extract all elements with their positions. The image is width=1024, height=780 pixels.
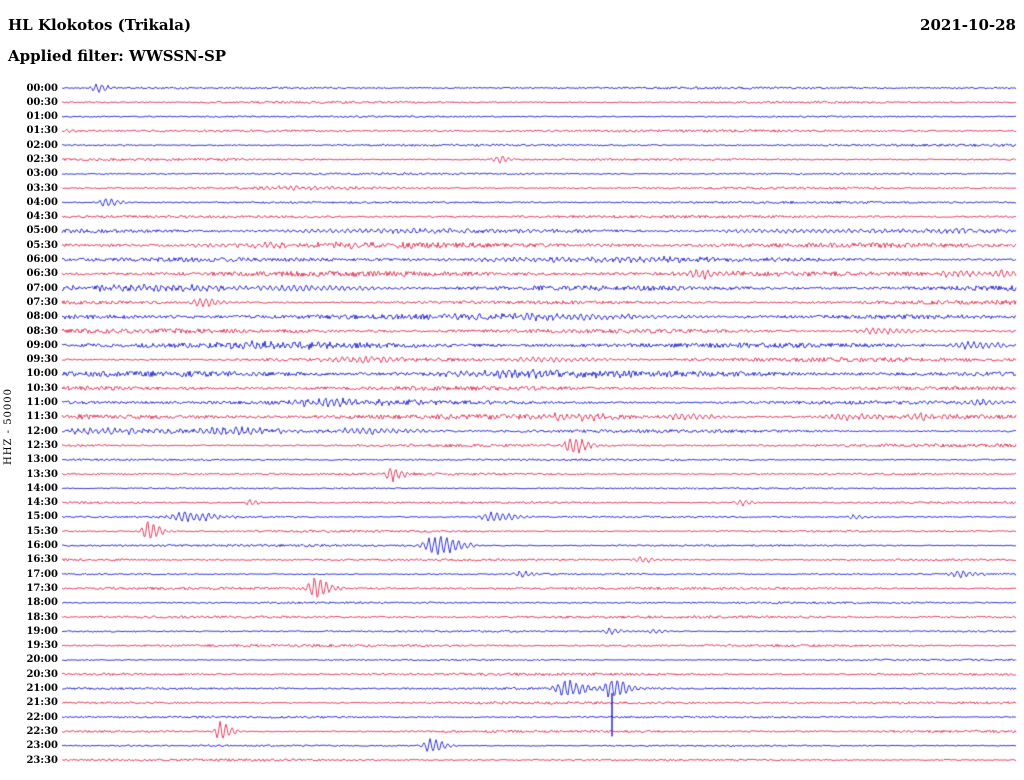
time-label: 20:00 <box>26 654 58 666</box>
time-label: 13:30 <box>26 468 58 480</box>
time-label: 23:30 <box>26 754 58 766</box>
time-label: 06:00 <box>26 254 58 266</box>
time-label: 22:30 <box>26 725 58 737</box>
time-label: 16:30 <box>26 554 58 566</box>
time-label: 07:00 <box>26 282 58 294</box>
time-label: 19:00 <box>26 625 58 637</box>
time-label: 15:30 <box>26 525 58 537</box>
time-axis: 00:00 00:30 01:00 01:30 02:00 02:30 03:00 03:30… <box>0 0 58 780</box>
time-label: 11:00 <box>26 397 58 409</box>
time-label: 01:30 <box>26 125 58 137</box>
filter-label: Applied filter: WWSSN-SP <box>8 47 227 65</box>
time-label: 03:30 <box>26 182 58 194</box>
time-label: 17:30 <box>26 582 58 594</box>
station-title: HL Klokotos (Trikala) <box>8 16 192 34</box>
time-label: 18:00 <box>26 597 58 609</box>
time-label: 00:00 <box>26 82 58 94</box>
time-label: 04:30 <box>26 211 58 223</box>
time-label: 08:30 <box>26 325 58 337</box>
time-label: 05:00 <box>26 225 58 237</box>
time-label: 10:00 <box>26 368 58 380</box>
time-label: 13:00 <box>26 454 58 466</box>
time-label: 11:30 <box>26 411 58 423</box>
time-label: 04:00 <box>26 196 58 208</box>
time-label: 21:30 <box>26 697 58 709</box>
time-label: 14:30 <box>26 497 58 509</box>
time-label: 14:00 <box>26 482 58 494</box>
date-label: 2021-10-28 <box>920 16 1016 34</box>
time-label: 12:00 <box>26 425 58 437</box>
time-label: 15:00 <box>26 511 58 523</box>
time-label: 09:00 <box>26 339 58 351</box>
time-label: 02:30 <box>26 153 58 165</box>
time-label: 17:00 <box>26 568 58 580</box>
time-label: 09:30 <box>26 354 58 366</box>
time-label: 02:00 <box>26 139 58 151</box>
time-label: 22:00 <box>26 711 58 723</box>
time-label: 12:30 <box>26 439 58 451</box>
time-label: 06:30 <box>26 268 58 280</box>
time-label: 01:00 <box>26 111 58 123</box>
time-label: 21:00 <box>26 683 58 694</box>
time-label: 08:00 <box>26 311 58 323</box>
time-label: 03:00 <box>26 168 58 180</box>
time-label: 00:30 <box>26 96 58 108</box>
time-label: 19:30 <box>26 640 58 652</box>
time-label: 05:30 <box>26 239 58 251</box>
time-label: 16:00 <box>26 540 58 552</box>
time-label: 07:30 <box>26 296 58 308</box>
time-label: 10:30 <box>26 382 58 394</box>
time-label: 20:30 <box>26 668 58 680</box>
time-label: 23:00 <box>26 740 58 752</box>
time-label: 18:30 <box>26 611 58 623</box>
